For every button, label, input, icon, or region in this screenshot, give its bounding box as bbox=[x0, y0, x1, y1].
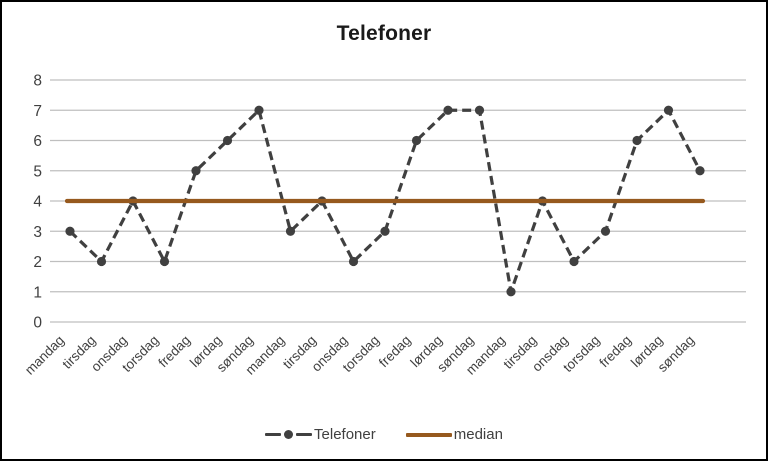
telefoner-legend-marker-icon bbox=[265, 430, 313, 439]
telefoner-data-point bbox=[443, 105, 453, 115]
telefoner-data-point bbox=[474, 105, 485, 115]
x-tick-label: fredag bbox=[155, 333, 193, 371]
telefoner-data-point bbox=[254, 105, 264, 115]
telefoner-data-point bbox=[285, 226, 296, 236]
telefoner-data-point bbox=[96, 256, 107, 267]
y-tick-label: 5 bbox=[33, 163, 42, 180]
y-tick-label: 3 bbox=[33, 224, 42, 241]
y-tick-label: 4 bbox=[33, 194, 42, 211]
y-tick-label: 0 bbox=[33, 315, 42, 332]
telefoner-data-point bbox=[600, 226, 611, 236]
legend-dash-icon bbox=[296, 432, 313, 437]
legend: Telefoner median bbox=[2, 426, 766, 443]
telefoner-data-point bbox=[411, 135, 422, 146]
legend-label-median: median bbox=[453, 426, 503, 443]
legend-item-telefoner: Telefoner bbox=[265, 426, 376, 443]
legend-dot-icon bbox=[284, 430, 294, 439]
y-tick-label: 7 bbox=[33, 103, 42, 120]
telefoner-data-point bbox=[632, 135, 642, 146]
x-tick-label: fredag bbox=[376, 333, 414, 371]
x-tick-label: mandag bbox=[22, 333, 67, 378]
telefoner-data-point bbox=[506, 287, 516, 297]
chart-title: Telefoner bbox=[336, 22, 432, 45]
telefoner-data-point bbox=[65, 226, 75, 236]
y-tick-label: 8 bbox=[33, 73, 42, 90]
telefoner-data-point bbox=[569, 256, 579, 267]
telefoner-data-point bbox=[159, 256, 170, 267]
legend-dash-icon bbox=[265, 432, 282, 437]
y-tick-label: 2 bbox=[33, 254, 42, 271]
legend-item-median: median bbox=[405, 426, 503, 443]
telefoner-data-point bbox=[348, 256, 359, 267]
median-legend-marker-icon bbox=[405, 432, 452, 437]
legend-label-telefoner: Telefoner bbox=[314, 426, 376, 443]
y-tick-label: 6 bbox=[33, 133, 42, 150]
x-tick-label: fredag bbox=[596, 333, 634, 371]
telefoner-data-point bbox=[695, 166, 705, 176]
y-tick-label: 1 bbox=[33, 284, 42, 301]
telefoner-data-point bbox=[663, 105, 674, 115]
telefoner-data-point bbox=[191, 166, 201, 176]
telefoner-data-point bbox=[222, 135, 233, 146]
telefoner-data-point bbox=[380, 226, 390, 236]
